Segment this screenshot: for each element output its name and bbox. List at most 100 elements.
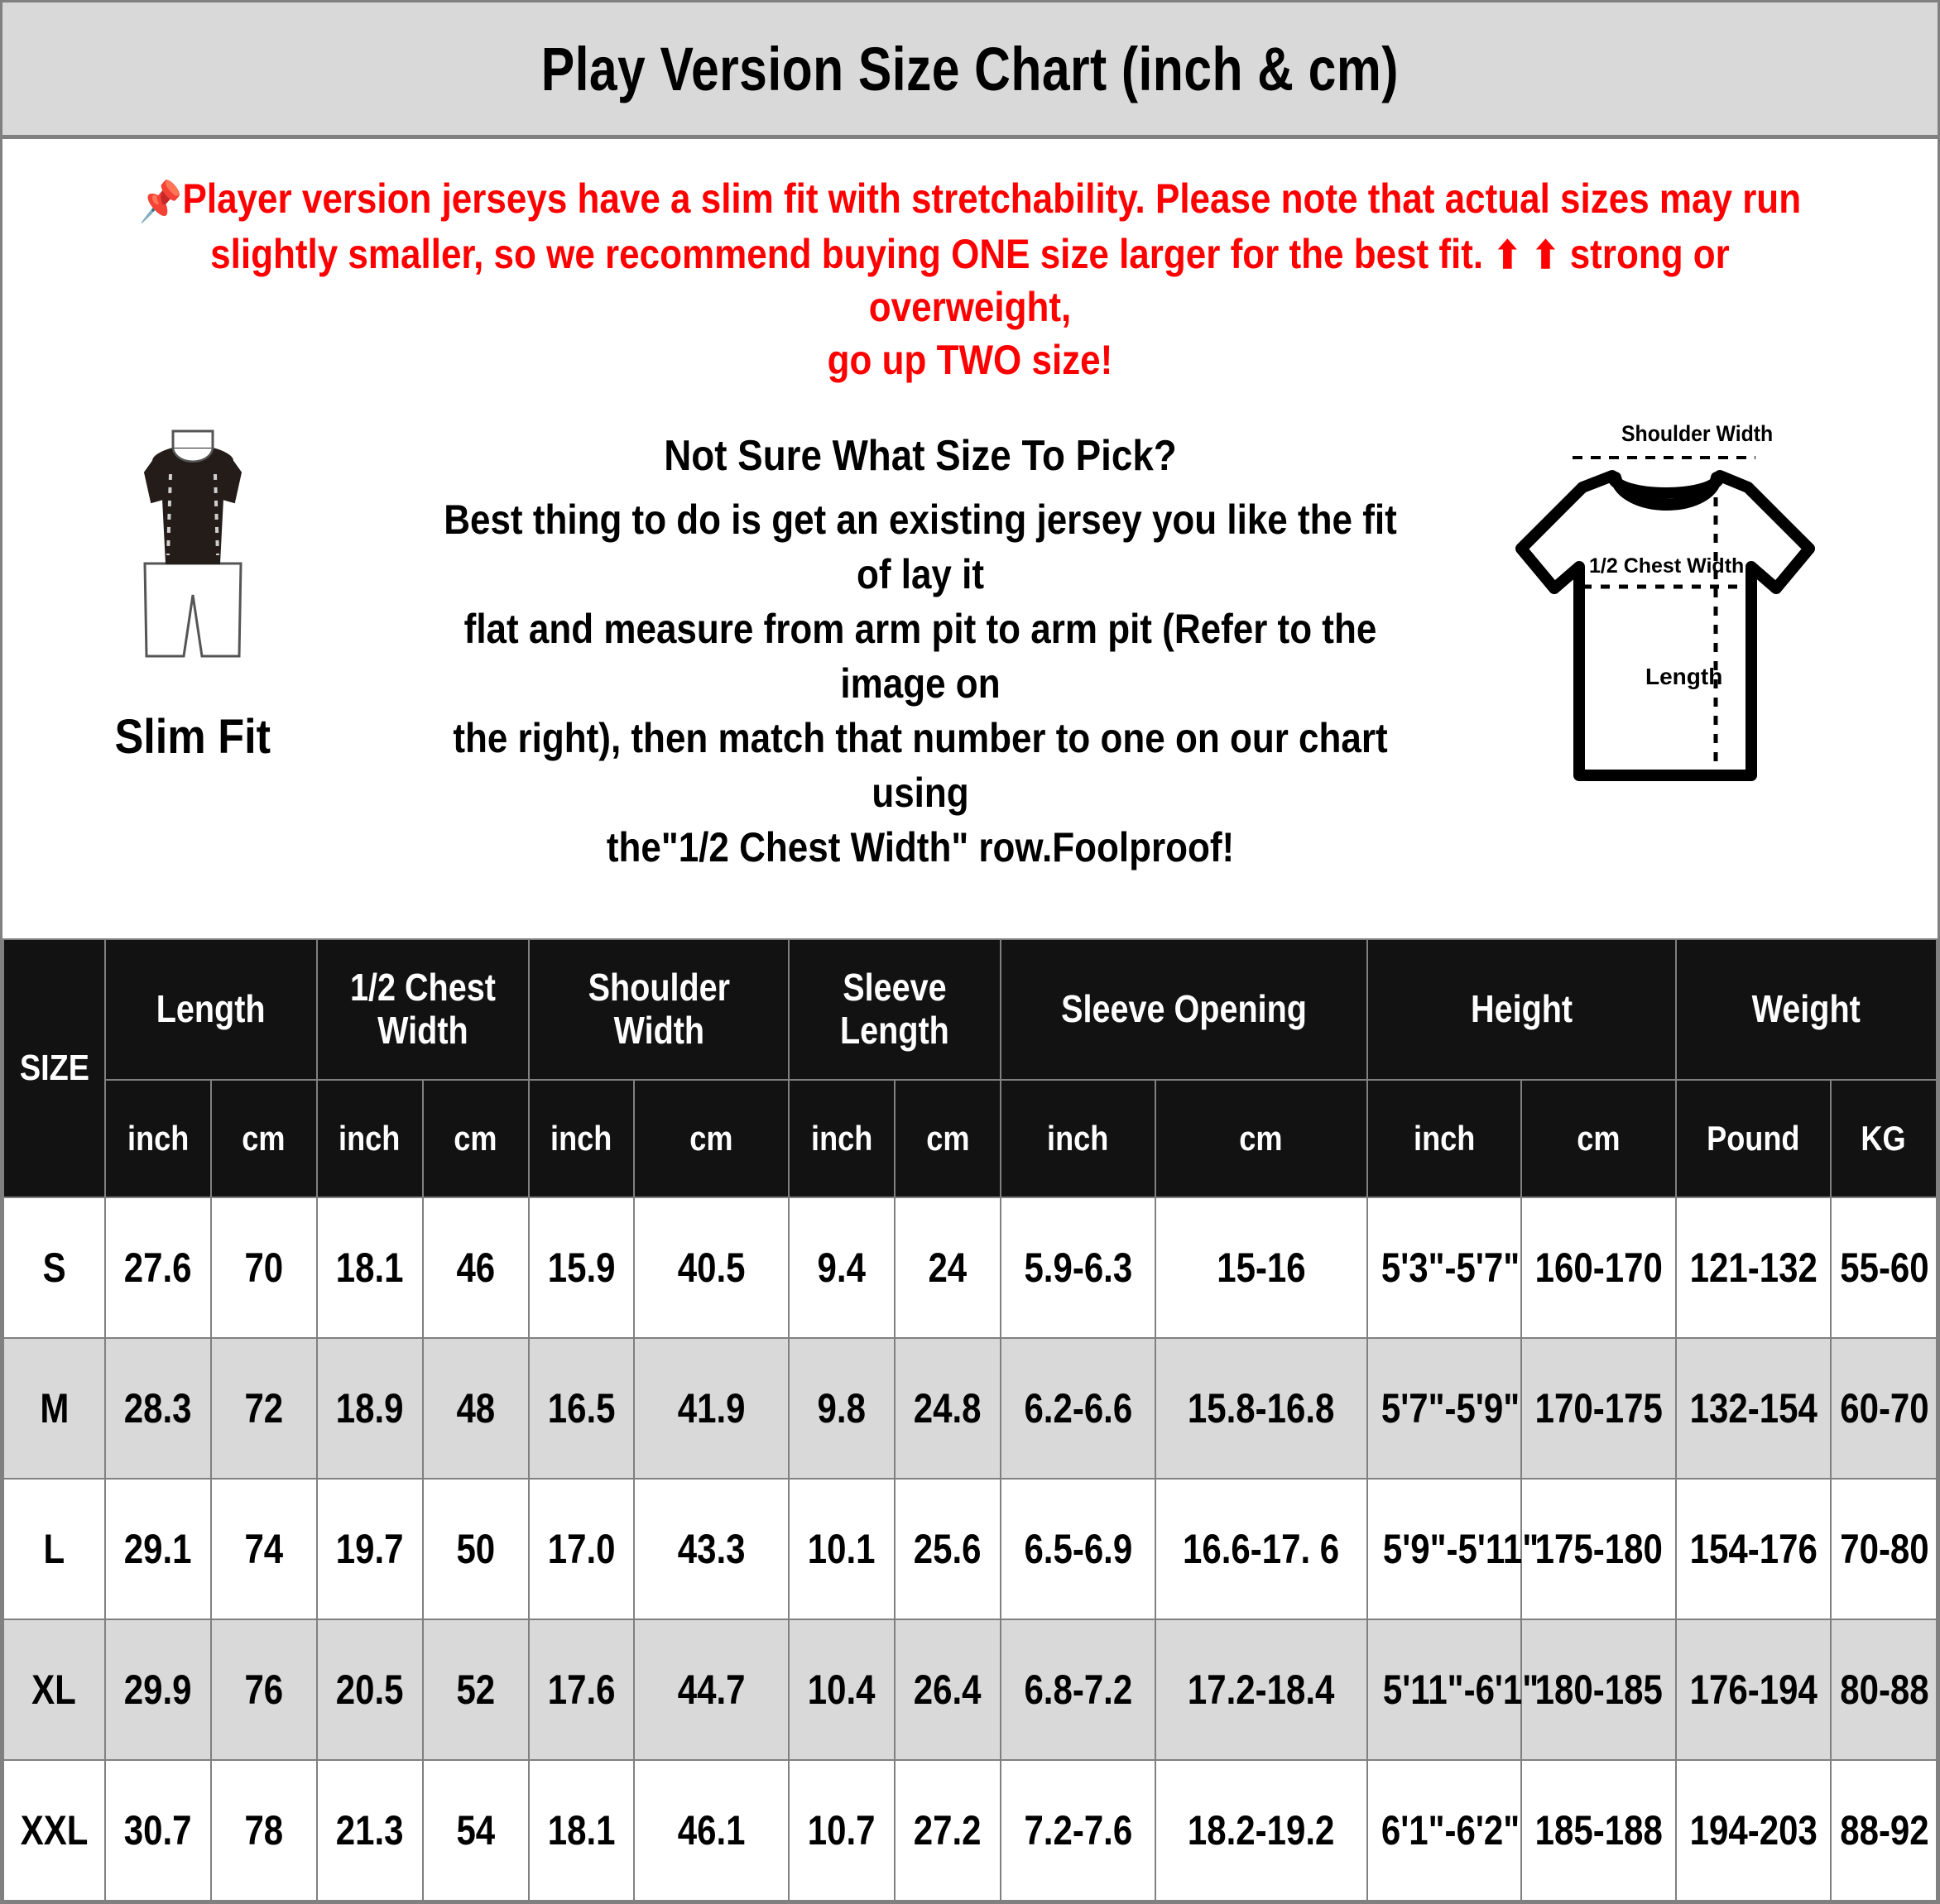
cell-chest-cm: 46 [421, 1197, 530, 1339]
cell-size: M [2, 1337, 106, 1480]
cell-sleeve-opening-inch: 6.5-6.9 [1000, 1478, 1156, 1620]
cell-height-inch: 5'3"-5'7" [1366, 1197, 1523, 1339]
header-unit-length-inch: inch [103, 1079, 212, 1198]
notice-line-1-text: Player version jerseys have a slim fit w… [182, 175, 1802, 222]
cell-shoulder-inch: 17.0 [527, 1478, 636, 1620]
cell-sleeve-opening-cm: 15.8-16.8 [1154, 1337, 1368, 1480]
cell-sleeve-length-inch: 9.4 [788, 1197, 896, 1339]
cell-height-inch: 5'11"-6'1" [1366, 1619, 1539, 1761]
cell-sleeve-length-inch: 10.4 [788, 1619, 896, 1761]
cell-height-cm: 180-185 [1520, 1619, 1678, 1761]
size-table: SIZE Length 1/2 Chest Width Shoulder Wid… [2, 938, 1938, 1902]
cell-height-cm: 185-188 [1520, 1759, 1678, 1902]
tshirt-measurement-icon: Shoulder Width 1/2 Chest Width Length [1515, 423, 1815, 782]
table-row: S 27.6 70 18.1 46 15.9 40.5 9.4 24 5.9-6… [2, 1197, 1938, 1339]
cell-length-inch: 29.1 [103, 1478, 212, 1620]
cell-shoulder-inch: 17.6 [527, 1619, 636, 1761]
cell-shoulder-inch: 16.5 [527, 1337, 636, 1480]
table-row: L 29.1 74 19.7 50 17.0 43.3 10.1 25.6 6.… [2, 1478, 1938, 1620]
table-body: S 27.6 70 18.1 46 15.9 40.5 9.4 24 5.9-6… [2, 1197, 1938, 1902]
guidance-heading: Not Sure What Size To Pick? [664, 432, 1177, 481]
cell-sleeve-opening-cm: 15-16 [1154, 1197, 1368, 1339]
cell-weight-pound: 176-194 [1675, 1619, 1832, 1761]
header-unit-weight-kg: KG [1829, 1079, 1938, 1198]
header-unit-length-cm: cm [209, 1079, 318, 1198]
table-header-group-row: SIZE Length 1/2 Chest Width Shoulder Wid… [2, 938, 1938, 1198]
size-table-wrap: SIZE Length 1/2 Chest Width Shoulder Wid… [2, 938, 1938, 1902]
header-unit-height-cm: cm [1520, 1079, 1678, 1198]
cell-sleeve-length-cm: 24 [894, 1197, 1002, 1339]
cell-size: XL [2, 1619, 106, 1761]
header-unit-shoulder-inch: inch [527, 1079, 636, 1198]
cell-height-cm: 160-170 [1520, 1197, 1678, 1339]
notice-line-2b-text: strong or overweight, [868, 231, 1730, 331]
cell-weight-kg: 70-80 [1829, 1478, 1938, 1620]
cell-shoulder-cm: 43.3 [633, 1478, 790, 1620]
cell-sleeve-length-inch: 9.8 [788, 1337, 896, 1480]
guidance-block: Not Sure What Size To Pick? Best thing t… [358, 408, 1482, 875]
cell-sleeve-length-inch: 10.1 [788, 1478, 896, 1620]
header-group-shoulder-width: Shoulder Width [527, 938, 790, 1081]
cell-length-cm: 78 [209, 1759, 318, 1902]
cell-length-cm: 70 [209, 1197, 318, 1339]
arrow-up-icon-2: ⬆ [1531, 233, 1560, 277]
guidance-line-3: the right), then match that number to on… [453, 715, 1388, 817]
guidance-line-2: flat and measure from arm pit to arm pit… [463, 606, 1377, 707]
cell-sleeve-opening-inch: 6.8-7.2 [1000, 1619, 1156, 1761]
jersey-and-shorts-icon [143, 429, 242, 658]
title-band: Play Version Size Chart (inch & cm) [2, 2, 1938, 139]
cell-sleeve-opening-cm: 18.2-19.2 [1154, 1759, 1368, 1902]
cell-shoulder-inch: 15.9 [527, 1197, 636, 1339]
cell-length-inch: 27.6 [103, 1197, 212, 1339]
cell-chest-inch: 19.7 [315, 1478, 424, 1620]
cell-chest-cm: 50 [421, 1478, 530, 1620]
cell-weight-kg: 80-88 [1829, 1619, 1938, 1761]
info-section: Slim Fit Not Sure What Size To Pick? Bes… [2, 393, 1938, 938]
table-row: M 28.3 72 18.9 48 16.5 41.9 9.8 24.8 6.2… [2, 1337, 1938, 1480]
cell-length-inch: 29.9 [103, 1619, 212, 1761]
header-unit-chest-inch: inch [315, 1079, 424, 1198]
cell-sleeve-opening-inch: 7.2-7.6 [1000, 1759, 1156, 1902]
cell-shoulder-cm: 44.7 [633, 1619, 790, 1761]
cell-weight-kg: 88-92 [1829, 1759, 1938, 1902]
header-unit-weight-pound: Pound [1675, 1079, 1832, 1198]
fit-figure-block: Slim Fit [27, 408, 358, 765]
notice-block: 📌Player version jerseys have a slim fit … [2, 139, 1938, 393]
table-row: XXL 30.7 78 21.3 54 18.1 46.1 10.7 27.2 … [2, 1759, 1938, 1902]
cell-weight-kg: 60-70 [1829, 1337, 1938, 1480]
header-unit-sleeve-length-cm: cm [894, 1079, 1002, 1198]
header-group-sleeve-opening: Sleeve Opening [1000, 938, 1368, 1081]
shoulder-width-label: Shoulder Width [1621, 423, 1773, 447]
cell-weight-pound: 132-154 [1675, 1337, 1832, 1480]
cell-sleeve-length-cm: 24.8 [894, 1337, 1002, 1480]
tee-diagram-block: Shoulder Width 1/2 Chest Width Length [1482, 408, 1913, 792]
cell-shoulder-cm: 40.5 [633, 1197, 790, 1339]
header-unit-shoulder-cm: cm [633, 1079, 790, 1198]
header-group-length: Length [103, 938, 318, 1081]
notice-line-1: 📌Player version jerseys have a slim fit … [139, 172, 1801, 228]
cell-sleeve-opening-inch: 5.9-6.3 [1000, 1197, 1156, 1339]
cell-size: XXL [2, 1759, 106, 1902]
cell-weight-pound: 194-203 [1675, 1759, 1832, 1902]
header-group-sleeve-length: Sleeve Length [788, 938, 1002, 1081]
table-header-unit-row: inch cm inch cm inch cm inch cm inch cm … [3, 1079, 1938, 1198]
notice-line-2: slightly smaller, so we recommend buying… [139, 228, 1801, 333]
table-head: SIZE Length 1/2 Chest Width Shoulder Wid… [2, 938, 1938, 1198]
cell-size: S [2, 1197, 106, 1339]
cell-chest-inch: 20.5 [315, 1619, 424, 1761]
pushpin-icon: 📌 [138, 180, 183, 224]
header-unit-sleeve-opening-inch: inch [1000, 1079, 1156, 1198]
slim-fit-label: Slim Fit [114, 710, 271, 765]
header-unit-height-inch: inch [1366, 1079, 1523, 1198]
cell-shoulder-cm: 46.1 [633, 1759, 790, 1902]
half-chest-width-label: 1/2 Chest Width [1589, 554, 1744, 578]
cell-chest-cm: 48 [421, 1337, 530, 1480]
header-unit-sleeve-opening-cm: cm [1154, 1079, 1368, 1198]
cell-weight-pound: 154-176 [1675, 1478, 1832, 1620]
cell-sleeve-length-cm: 25.6 [894, 1478, 1002, 1620]
cell-chest-cm: 52 [421, 1619, 530, 1761]
cell-length-cm: 74 [209, 1478, 318, 1620]
cell-sleeve-length-cm: 26.4 [894, 1619, 1002, 1761]
notice-line-3: go up TWO size! [827, 337, 1113, 384]
